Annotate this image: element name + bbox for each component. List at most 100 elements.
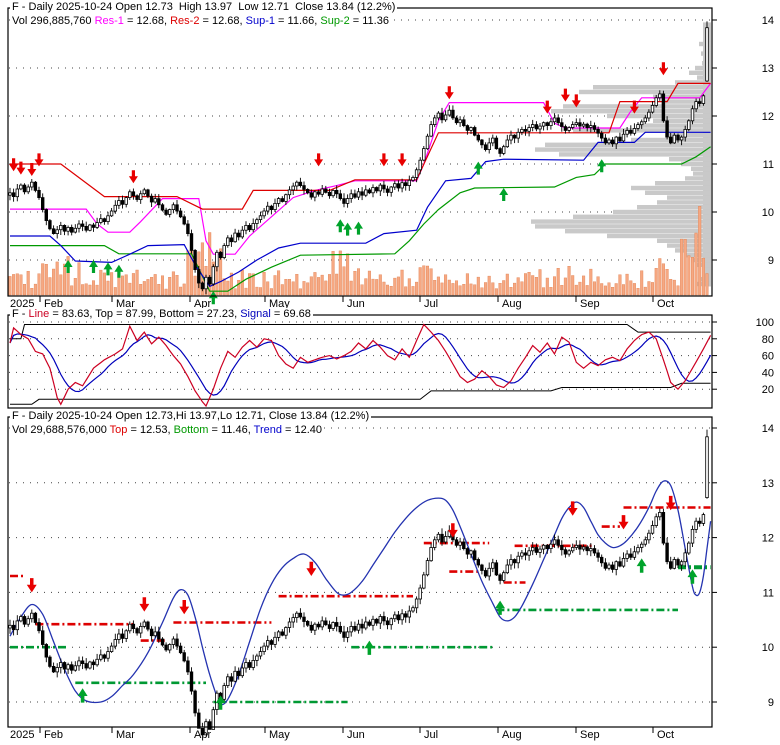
- legend-part: = 11.66,: [275, 15, 321, 27]
- sell-arrow-icon: [26, 578, 37, 593]
- price-axis-label: 14: [762, 15, 774, 27]
- price-axis-label: 11: [763, 159, 774, 171]
- legend-part: F -: [12, 308, 29, 320]
- sell-arrow-icon: [9, 158, 19, 172]
- legend-part: = 83.63, Top = 87.99, Bottom = 27.23,: [49, 308, 241, 320]
- price-axis-label: 11: [763, 587, 774, 599]
- month-label: Aug: [502, 298, 522, 310]
- sell-arrow-icon: [571, 94, 581, 108]
- price-axis-label: 13: [762, 63, 774, 75]
- price-axis-label: 13: [762, 478, 774, 490]
- panel3-header-line1: F - Daily 2025-10-24 Open 12.73,Hi 13.97…: [10, 410, 372, 423]
- month-label: Mar: [116, 298, 135, 310]
- price-axis-label: 9: [768, 697, 774, 709]
- buy-arrow-icon: [364, 640, 375, 655]
- month-label: 2025: [10, 729, 34, 741]
- buy-arrow-icon: [63, 260, 73, 273]
- panel2-header: F - Line = 83.63, Top = 87.99, Bottom = …: [10, 308, 313, 321]
- price-panel: 14 13 12 11 10 9 2025 Feb Mar Apr May Jun Jul Aug Sep O…: [7, 7, 774, 310]
- price-axis-label: 10: [762, 207, 774, 219]
- panel1-header-line2: Vol 296,885,760 Res-1 = 12.68, Res-2 = 1…: [10, 15, 391, 28]
- price-axis-label: 9: [768, 255, 774, 267]
- price-axis-label: 60: [762, 351, 774, 363]
- sell-arrow-icon: [27, 163, 37, 176]
- price-axis-label: 12: [762, 111, 774, 123]
- buy-arrow-icon: [103, 262, 113, 276]
- sell-arrow-icon: [16, 161, 26, 175]
- sell-arrow-icon: [34, 153, 44, 167]
- buy-arrow-icon: [354, 221, 363, 235]
- buy-arrow-icon: [215, 695, 226, 710]
- panel3-title: F - Daily 2025-10-24 Open 12.73,Hi 13.97…: [12, 410, 370, 422]
- legend-part: Signal: [240, 308, 271, 320]
- month-label: Feb: [44, 298, 63, 310]
- price-axis-label: 80: [762, 334, 774, 346]
- buy-arrow-icon: [89, 260, 98, 273]
- month-label: Apr: [194, 298, 211, 310]
- month-label: Jun: [347, 729, 365, 741]
- panel1-title: F - Daily 2025-10-24 Open 12.73 High 13.…: [12, 1, 396, 13]
- buy-arrow-icon: [77, 688, 88, 703]
- sell-arrow-icon: [658, 62, 668, 76]
- month-label: Jun: [347, 298, 365, 310]
- sell-arrow-icon: [560, 88, 570, 102]
- sell-arrow-icon: [179, 600, 190, 615]
- month-label: Apr: [194, 729, 211, 741]
- sell-arrow-icon: [629, 100, 639, 114]
- month-label: Aug: [502, 729, 522, 741]
- month-label: Jul: [424, 729, 438, 741]
- buy-arrow-icon: [499, 188, 509, 201]
- buy-arrow-icon: [687, 569, 698, 584]
- legend-part: Vol 29,688,576,000: [12, 424, 110, 436]
- price-axis-label: 14: [762, 423, 774, 435]
- legend-part: = 11.46,: [208, 424, 254, 436]
- price-axis-label: 12: [762, 533, 774, 545]
- legend-part: Sup-2: [320, 15, 350, 27]
- sell-arrow-icon: [447, 523, 458, 538]
- price-axis-label: 100: [756, 317, 774, 329]
- legend-part: Vol 296,885,760: [12, 15, 95, 27]
- month-label: Sep: [580, 729, 600, 741]
- legend-part: Res-2: [170, 15, 200, 27]
- legend-part: Bottom: [173, 424, 209, 436]
- sell-arrow-icon: [306, 561, 317, 576]
- sell-arrow-icon: [542, 100, 552, 114]
- price-axis-label: 20: [762, 384, 774, 396]
- legend-part: = 12.40: [281, 424, 323, 436]
- sell-arrow-icon: [618, 515, 629, 530]
- month-label: Oct: [657, 729, 674, 741]
- sell-arrow-icon: [397, 153, 407, 167]
- panel1-header-line1: F - Daily 2025-10-24 Open 12.73 High 13.…: [10, 1, 398, 14]
- legend-part: Line: [28, 308, 50, 320]
- buy-arrow-icon: [208, 291, 218, 305]
- sell-arrow-icon: [567, 501, 578, 516]
- buy-arrow-icon: [343, 222, 353, 236]
- oscillator-panel: 100 80 60 40 20: [7, 314, 774, 409]
- sell-arrow-icon: [444, 86, 454, 100]
- legend-part: Top: [109, 424, 128, 436]
- month-label: Mar: [116, 729, 135, 741]
- sell-arrow-icon: [379, 153, 389, 167]
- month-label: May: [269, 298, 290, 310]
- sell-arrow-icon: [665, 495, 676, 511]
- legend-part: = 12.53,: [127, 424, 174, 436]
- buy-arrow-icon: [114, 264, 124, 278]
- sell-arrow-icon: [128, 170, 138, 184]
- legend-part: Sup-1: [245, 15, 275, 27]
- legend-part: = 11.36: [349, 15, 389, 27]
- buy-arrow-icon: [636, 558, 647, 573]
- legend-part: Trend: [253, 424, 282, 436]
- month-label: Oct: [657, 298, 674, 310]
- sell-arrow-icon: [139, 597, 150, 612]
- buy-arrow-icon: [495, 600, 505, 615]
- buy-arrow-icon: [597, 159, 607, 173]
- month-label: Feb: [44, 729, 63, 741]
- legend-part: = 12.68,: [123, 15, 171, 27]
- buy-arrow-icon: [335, 219, 345, 233]
- sell-arrow-icon: [314, 153, 324, 167]
- month-label: Sep: [580, 298, 600, 310]
- legend-part: = 69.68: [270, 308, 311, 320]
- panel3-header-line2: Vol 29,688,576,000 Top = 12.53, Bottom =…: [10, 424, 325, 437]
